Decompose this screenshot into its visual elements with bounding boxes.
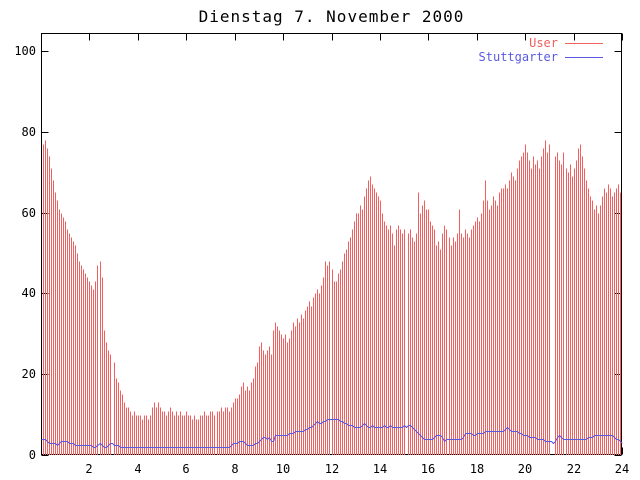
x-tick-label: 4 <box>134 462 142 476</box>
y-tick-label: 40 <box>21 286 36 300</box>
plot-border <box>41 33 622 455</box>
x-tick-label: 2 <box>85 462 93 476</box>
y-tick-label: 100 <box>14 44 36 58</box>
x-tick-label: 10 <box>275 462 291 476</box>
legend-label-user: User <box>529 36 558 50</box>
x-tick-label: 18 <box>469 462 485 476</box>
legend: User Stuttgarter <box>420 36 603 64</box>
legend-item-stuttgarter: Stuttgarter <box>420 50 603 64</box>
x-tick-label: 12 <box>324 462 340 476</box>
x-tick-label: 6 <box>182 462 190 476</box>
y-tick-label: 80 <box>21 125 36 139</box>
legend-label-stuttgarter: Stuttgarter <box>478 50 558 64</box>
x-tick-label: 14 <box>372 462 388 476</box>
x-tick-label: 20 <box>517 462 533 476</box>
legend-line-sample-user <box>565 42 603 44</box>
chart-title: Dienstag 7. November 2000 <box>198 7 465 26</box>
x-tick-label: 8 <box>231 462 239 476</box>
stuttgarter-line <box>41 419 623 448</box>
legend-line-sample-stuttgarter <box>565 56 603 58</box>
y-tick-label: 0 <box>28 448 36 462</box>
x-tick-label: 22 <box>566 462 582 476</box>
y-tick-label: 60 <box>21 206 36 220</box>
x-tick-label: 16 <box>420 462 436 476</box>
y-tick-label: 20 <box>21 367 36 381</box>
user-bars <box>43 140 621 455</box>
x-tick-label: 24 <box>614 462 630 476</box>
legend-item-user: User <box>420 36 603 50</box>
